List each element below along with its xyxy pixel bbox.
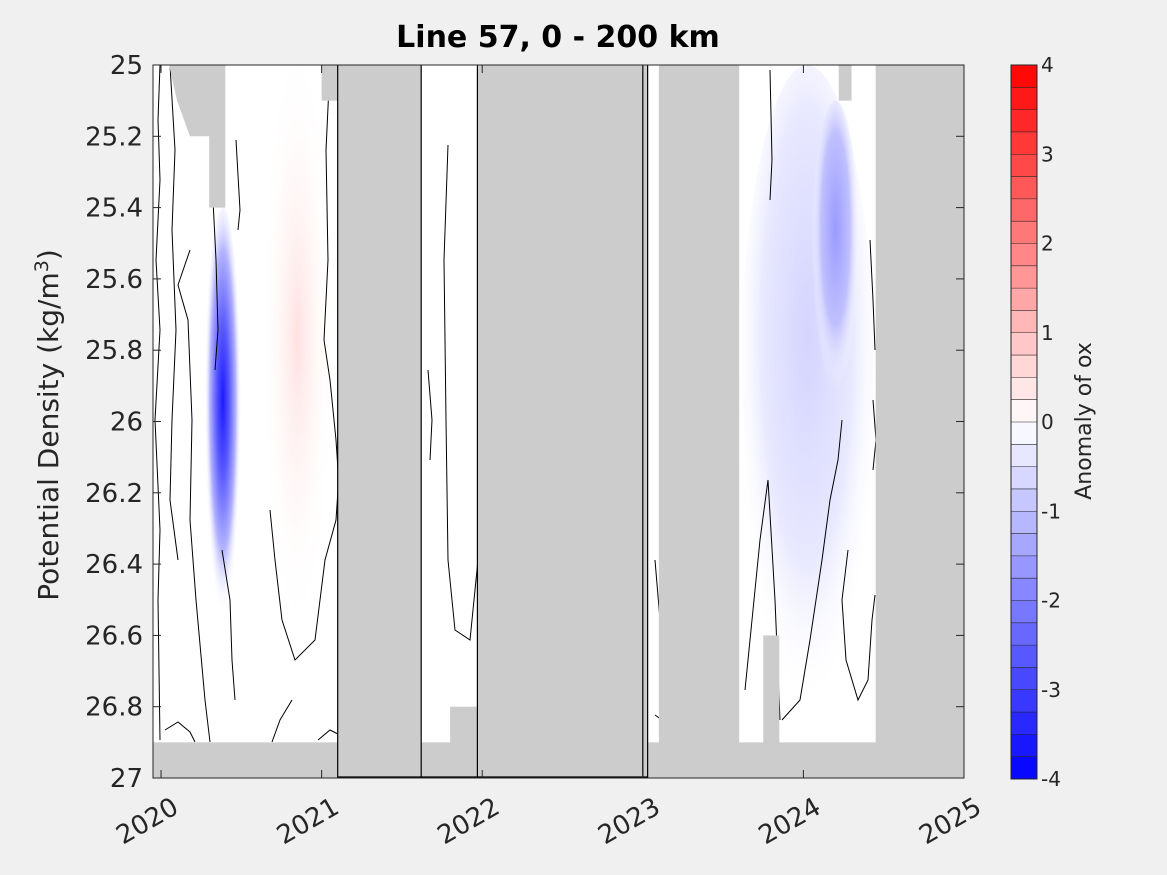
colorbar-tick-label: -2 <box>1041 589 1061 613</box>
zero-contour <box>221 549 236 701</box>
colorbar-swatch <box>1011 131 1037 155</box>
y-axis-ticks: 25 25.2 25.4 25.6 25.8 26 26.2 26.4 26.6 26.8 27 <box>85 51 964 794</box>
anomaly-patch <box>739 65 876 743</box>
y-tick-label: 25.4 <box>85 194 143 224</box>
anomaly-patch <box>811 100 860 422</box>
colorbar-swatch <box>1011 533 1037 557</box>
zero-contour <box>323 65 341 501</box>
zero-contour <box>169 65 179 561</box>
colorbar-swatch <box>1011 488 1037 512</box>
colorbar-swatch <box>1011 578 1037 601</box>
colorbar-tick-label: 1 <box>1041 321 1054 345</box>
y-tick-label: 26 <box>110 408 143 438</box>
y-tick-label: 26.8 <box>85 693 143 723</box>
missing-region <box>169 65 218 137</box>
colorbar-swatch <box>1011 511 1037 535</box>
colorbar-tick-label: 2 <box>1041 232 1054 256</box>
y-tick-label: 25 <box>110 51 143 81</box>
y-axis-label: Potential Density (kg/m3) <box>31 249 65 601</box>
zero-contour <box>443 144 479 641</box>
colorbar-swatch <box>1011 689 1037 713</box>
colorbar-tick-label: 3 <box>1041 142 1054 166</box>
zero-contour <box>317 729 341 741</box>
colorbar-swatch <box>1011 600 1037 624</box>
chart-title: Line 57, 0 - 200 km <box>396 20 720 55</box>
colorbar-swatch <box>1011 265 1037 289</box>
colorbar-frame <box>1010 64 1038 780</box>
missing-region <box>450 706 478 778</box>
colorbar-swatch <box>1011 645 1037 668</box>
colorbar-swatch <box>1011 422 1037 445</box>
colorbar-swatch <box>1011 109 1037 133</box>
colorbar-swatch <box>1011 555 1037 579</box>
colorbar: 4 3 2 1 0 -1 -2 -3 -4 <box>1010 53 1061 791</box>
colorbar-swatch <box>1011 154 1037 178</box>
zero-contour <box>177 249 211 743</box>
zero-contour <box>271 699 293 743</box>
y-tick-label: 26.4 <box>85 550 143 580</box>
zero-contour-lines <box>154 65 877 743</box>
missing-data-regions <box>153 65 964 778</box>
colorbar-tick-label: 4 <box>1041 53 1054 77</box>
anomaly-patch <box>260 65 335 672</box>
missing-region <box>763 635 780 778</box>
zero-contour <box>164 721 196 743</box>
colorbar-tick-label: 0 <box>1041 410 1054 434</box>
y-tick-label: 27 <box>110 764 143 794</box>
colorbar-swatch <box>1011 444 1037 468</box>
missing-region <box>477 65 648 778</box>
missing-region <box>875 65 964 778</box>
missing-region <box>838 65 852 101</box>
y-tick-label: 26.2 <box>85 479 143 509</box>
colorbar-swatch <box>1011 310 1037 334</box>
colorbar-swatch <box>1011 65 1037 88</box>
gap-boundary-lines <box>337 65 649 778</box>
colorbar-swatch <box>1011 176 1037 200</box>
colorbar-swatch <box>1011 712 1037 735</box>
colorbar-swatch <box>1011 355 1037 378</box>
y-tick-label: 25.8 <box>85 336 143 366</box>
zero-contour <box>841 549 876 702</box>
colorbar-swatch <box>1011 377 1037 401</box>
plot-area <box>153 65 964 778</box>
zero-contour <box>781 419 843 721</box>
colorbar-swatch <box>1011 221 1037 244</box>
colorbar-swatch <box>1011 198 1037 222</box>
zero-contour <box>211 179 219 371</box>
colorbar-swatch <box>1011 466 1037 490</box>
missing-region <box>209 65 226 208</box>
colorbar-swatch <box>1011 622 1037 646</box>
colorbar-tick-label: -4 <box>1041 767 1061 791</box>
colorbar-swatch <box>1011 332 1037 356</box>
zero-contour <box>744 479 781 721</box>
colorbar-swatch <box>1011 87 1037 111</box>
zero-contour <box>869 239 876 351</box>
anomaly-patch <box>204 207 242 636</box>
missing-region <box>321 65 338 101</box>
y-tick-label: 25.6 <box>85 265 143 295</box>
colorbar-tick-label: -3 <box>1041 678 1061 702</box>
colorbar-tick-label: -1 <box>1041 499 1061 523</box>
colorbar-swatch <box>1011 243 1037 267</box>
colorbar-swatch <box>1011 756 1037 780</box>
zero-contour <box>269 459 341 661</box>
zero-contour <box>154 65 161 741</box>
zero-contour <box>769 69 773 201</box>
y-tick-label: 25.2 <box>85 122 143 152</box>
missing-region <box>658 65 740 778</box>
zero-contour <box>427 369 433 461</box>
colorbar-swatch <box>1011 734 1037 758</box>
colorbar-swatch <box>1011 288 1037 311</box>
missing-region <box>337 65 422 778</box>
colorbar-swatch <box>1011 399 1037 423</box>
zero-contour <box>235 139 241 231</box>
colorbar-label: Anomaly of ox <box>1072 342 1097 500</box>
y-tick-label: 26.6 <box>85 621 143 651</box>
colorbar-swatch <box>1011 667 1037 691</box>
